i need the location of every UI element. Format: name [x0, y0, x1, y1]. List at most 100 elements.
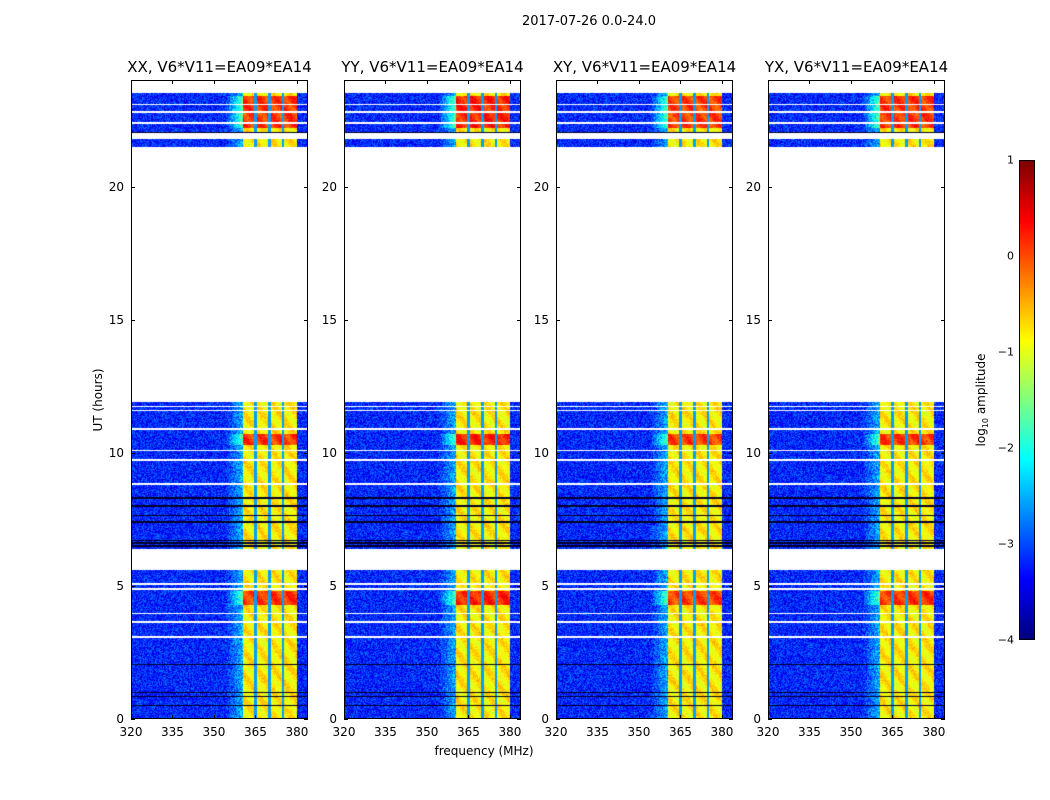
x-tick-label: 350 [415, 725, 439, 739]
x-tick-mark [680, 715, 682, 719]
x-tick-mark [385, 715, 387, 719]
y-axis-label: UT (hours) [91, 368, 105, 432]
y-tick-mark [556, 585, 560, 587]
y-tick-mark [941, 319, 945, 321]
x-tick-mark [255, 715, 257, 719]
x-tick-label: 365 [881, 725, 904, 739]
heatmap-image [131, 80, 308, 719]
x-tick-mark [556, 80, 557, 84]
y-tick-mark [304, 186, 308, 188]
x-axis-label: frequency (MHz) [434, 744, 534, 758]
x-tick-mark [296, 715, 298, 719]
x-tick-label: 380 [710, 725, 734, 739]
y-tick-label: 0 [753, 712, 761, 726]
y-tick-label: 15 [745, 312, 761, 327]
x-tick-label: 365 [669, 725, 692, 739]
x-tick-mark [597, 715, 599, 719]
x-tick-label: 335 [374, 725, 397, 739]
colorbar [1019, 160, 1035, 640]
x-tick-mark [385, 80, 387, 84]
y-tick-label: 5 [541, 578, 549, 593]
x-tick-label: 320 [544, 725, 568, 739]
x-tick-mark [597, 80, 599, 84]
x-tick-mark [768, 715, 769, 719]
colorbar-label-sub: 10 [981, 417, 991, 429]
x-tick-mark [809, 715, 811, 719]
x-tick-mark [344, 715, 345, 719]
y-tick-label: 10 [108, 445, 124, 460]
x-tick-label: 365 [244, 725, 267, 739]
x-tick-mark [172, 80, 174, 84]
x-tick-mark [768, 80, 769, 84]
x-tick-mark [892, 80, 894, 84]
y-tick-mark [344, 186, 348, 188]
y-tick-mark [517, 585, 521, 587]
y-tick-mark [517, 319, 521, 321]
y-tick-mark [131, 186, 135, 188]
x-tick-label: 365 [457, 725, 480, 739]
y-tick-label: 10 [533, 445, 549, 460]
y-tick-mark [344, 719, 348, 720]
y-tick-mark [556, 452, 560, 454]
y-tick-mark [344, 452, 348, 454]
x-tick-label: 335 [161, 725, 184, 739]
y-tick-label: 20 [745, 179, 761, 194]
y-tick-mark [344, 585, 348, 587]
x-tick-mark [426, 80, 428, 84]
x-tick-mark [468, 715, 470, 719]
figure-title: 2017-07-26 0.0-24.0 [522, 14, 656, 29]
y-tick-label: 15 [321, 312, 337, 327]
x-tick-mark [509, 80, 511, 84]
x-tick-label: 350 [839, 725, 863, 739]
x-tick-mark [721, 715, 723, 719]
y-tick-mark [556, 319, 560, 321]
colorbar-label: log10 amplitude [974, 354, 990, 447]
y-tick-mark [768, 452, 772, 454]
y-tick-mark [768, 585, 772, 587]
x-tick-mark [556, 715, 557, 719]
y-tick-label: 0 [116, 712, 124, 726]
x-tick-label: 335 [798, 725, 821, 739]
x-tick-mark [131, 80, 132, 84]
x-tick-mark [638, 80, 640, 84]
y-tick-mark [941, 186, 945, 188]
panel-title: XY, V6*V11=EA09*EA14 [552, 58, 737, 76]
colorbar-tick-label: 0 [1007, 249, 1014, 263]
y-tick-label: 20 [533, 179, 549, 194]
colorbar-label-main: log [973, 428, 988, 447]
y-tick-mark [729, 186, 733, 188]
y-tick-label: 5 [753, 578, 761, 593]
colorbar-tick-label: −4 [997, 633, 1014, 647]
y-tick-mark [131, 452, 135, 454]
y-tick-label: 15 [108, 312, 124, 327]
y-tick-mark [941, 452, 945, 454]
y-tick-label: 5 [329, 578, 337, 593]
colorbar-tick-label: −1 [997, 345, 1014, 359]
y-tick-mark [304, 319, 308, 321]
y-tick-mark [517, 186, 521, 188]
x-tick-label: 380 [498, 725, 522, 739]
heatmap-image [556, 80, 733, 719]
y-tick-mark [941, 585, 945, 587]
waterfall-panel-4: YX, V6*V11=EA09*EA14 320 335 350 365 380 0 5 10 1… [746, 58, 948, 739]
x-tick-label: 335 [586, 725, 609, 739]
y-tick-mark [556, 186, 560, 188]
y-tick-label: 0 [541, 712, 549, 726]
y-tick-mark [556, 719, 560, 720]
heatmap-image [768, 80, 945, 719]
y-tick-mark [304, 585, 308, 587]
x-tick-label: 380 [922, 725, 946, 739]
y-tick-mark [344, 319, 348, 321]
x-tick-mark [933, 715, 935, 719]
x-tick-mark [638, 715, 640, 719]
y-tick-mark [768, 719, 772, 720]
x-tick-label: 380 [285, 725, 309, 739]
x-tick-mark [680, 80, 682, 84]
panel-title: XX, V6*V11=EA09*EA14 [127, 58, 312, 76]
y-tick-mark [131, 319, 135, 321]
colorbar-tick-label: −2 [997, 441, 1014, 455]
panel-title: YY, V6*V11=EA09*EA14 [341, 58, 524, 76]
x-tick-label: 320 [119, 725, 143, 739]
x-tick-mark [892, 715, 894, 719]
